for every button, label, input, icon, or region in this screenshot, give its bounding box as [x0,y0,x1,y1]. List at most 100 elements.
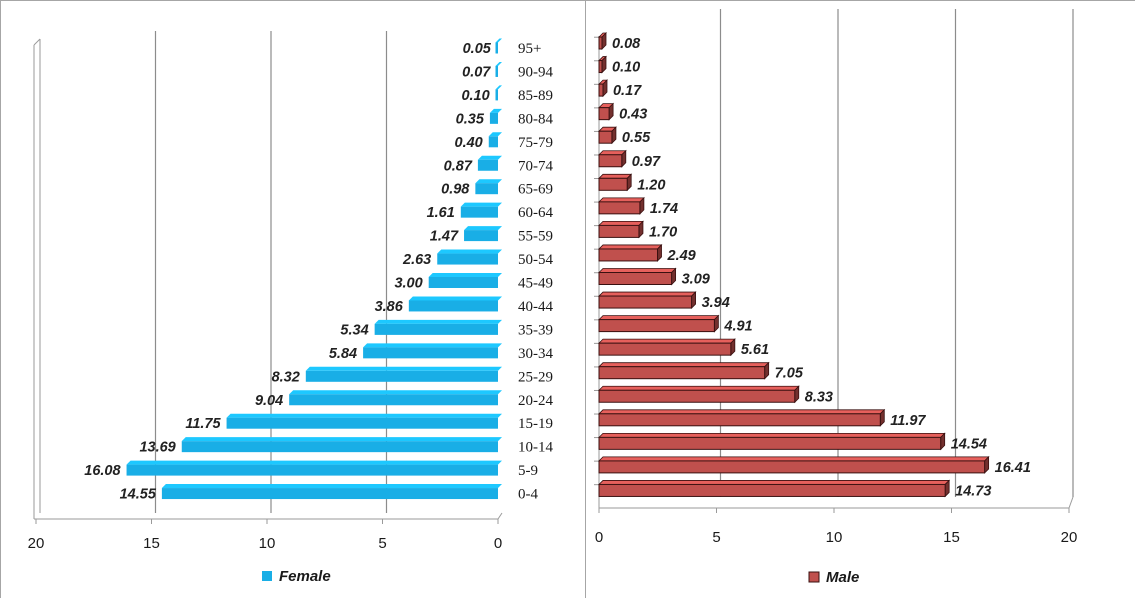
male-bar-top [598,409,886,415]
male-bar: 5.61 [598,338,769,358]
female-value-label: 13.69 [139,440,175,456]
male-value-label: 0.08 [612,36,641,52]
age-group-label: 95+ [518,41,541,57]
male-bar-face [598,248,659,262]
male-bar-face [598,436,942,450]
female-bar-face [477,159,498,171]
female-bar-face [374,323,498,335]
age-group-label: 20-24 [518,393,553,409]
female-value-label: 0.07 [462,64,491,80]
male-value-label: 0.55 [622,130,651,146]
female-bar: 11.75 [185,413,502,432]
female-bar: 2.63 [402,249,502,268]
female-bar: 0.40 [455,132,502,151]
male-value-label: 4.91 [723,319,752,335]
male-value-label: 16.41 [995,460,1031,476]
female-legend-label: Female [279,568,331,585]
female-bar-face [428,277,498,288]
male-bar-top [598,150,627,156]
female-bar: 0.35 [456,108,502,127]
female-bar-top [495,61,502,66]
male-bar-top [598,268,677,273]
x-tick-label: 20 [28,535,45,552]
male-bar: 1.70 [598,220,677,240]
male-bar-face [598,36,603,50]
female-bar-face [460,206,498,218]
male-value-label: 3.94 [702,295,730,311]
female-bar-face [126,464,498,476]
age-group-label: 15-19 [518,416,553,432]
male-bar-face [598,389,796,403]
male-bar: 0.97 [598,149,661,170]
male-bar: 3.94 [598,291,730,311]
male-value-label: 14.73 [955,483,991,499]
age-group-label: 70-74 [518,158,553,174]
male-bar: 14.73 [598,479,991,499]
x-tick-label: 10 [259,535,276,552]
age-group-label: 85-89 [518,88,553,104]
age-group-label: 10-14 [518,440,553,456]
age-group-label: 90-94 [518,64,553,80]
female-bar-top [495,85,502,90]
female-value-label: 5.84 [329,346,357,362]
female-value-label: 0.87 [444,158,473,174]
female-bar-face [464,230,498,242]
male-value-label: 0.97 [632,154,661,170]
x-tick-label: 10 [826,529,843,546]
female-bar: 8.32 [272,366,502,385]
female-bar: 5.84 [329,343,502,362]
female-value-label: 11.75 [185,416,221,432]
female-bar-top [363,343,502,348]
female-bar: 16.08 [84,460,502,479]
female-bar: 0.07 [462,61,502,80]
female-value-label: 1.61 [427,205,455,221]
male-bar: 1.74 [598,196,678,217]
age-group-label: 55-59 [518,229,553,245]
male-value-label: 2.49 [667,248,696,264]
age-group-label: 80-84 [518,111,553,127]
x-tick-label: 0 [595,529,603,546]
male-bar: 14.54 [598,432,987,452]
female-bar-face [408,300,498,312]
male-value-label: 1.74 [650,201,678,217]
female-value-label: 0.05 [463,41,492,57]
female-bar-top [460,202,502,207]
male-bar-face [598,366,766,380]
female-value-label: 3.00 [394,276,422,292]
male-value-label: 0.17 [613,83,642,99]
female-bar: 1.47 [430,226,502,245]
female-value-label: 14.55 [120,487,157,503]
female-plot-area: 20 15 10 5 0 0.05 95+ 0.07 90-94 0.10 85-89 0.35 80-… [28,31,553,585]
age-group-label: 45-49 [518,276,553,292]
female-bar-face [161,488,498,500]
male-value-label: 5.61 [741,342,769,358]
male-bar-face [598,107,610,121]
male-bar-top [598,197,645,203]
x-tick-label: 20 [1061,529,1078,546]
male-bar-face [598,295,693,309]
age-group-label: 5-9 [518,463,538,479]
female-bar-top [305,366,502,371]
male-bar: 7.05 [598,361,804,382]
age-group-label: 40-44 [518,299,553,315]
age-group-label: 65-69 [518,182,553,198]
female-bar-top [181,437,503,442]
male-bar-face [598,460,986,474]
female-value-label: 3.86 [375,299,404,315]
male-bar-face [598,130,613,144]
female-legend: Female [262,568,331,585]
female-bar-top [437,249,502,254]
male-bar-face [598,413,881,427]
female-value-label: 2.63 [402,252,431,268]
male-bar-face [598,60,603,74]
female-bar: 13.69 [139,437,503,456]
plot-right-edge [1068,496,1074,509]
male-bar-top [598,432,946,438]
male-bar: 0.10 [598,55,640,76]
male-value-label: 0.10 [612,60,640,76]
age-group-label: 60-64 [518,205,553,221]
male-value-label: 1.70 [649,224,677,240]
male-value-label: 14.54 [951,436,987,452]
female-bar-face [363,347,498,359]
female-bar: 9.04 [255,390,502,409]
